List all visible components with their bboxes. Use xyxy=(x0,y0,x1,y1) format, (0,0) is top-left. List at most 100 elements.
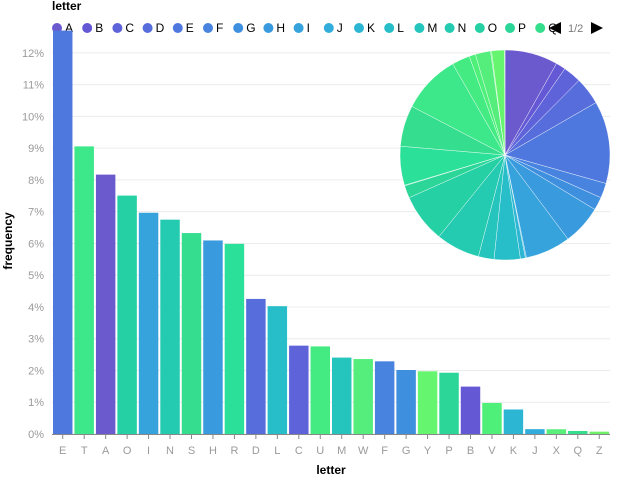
bars xyxy=(53,30,609,435)
bar-j[interactable] xyxy=(525,429,545,434)
y-tick-label: 5% xyxy=(28,270,44,282)
y-tick-label: 12% xyxy=(22,48,44,60)
x-tick-label: V xyxy=(488,445,496,457)
legend-swatch xyxy=(505,23,515,33)
x-tick-label: Z xyxy=(596,445,603,457)
legend-label: L xyxy=(397,21,404,35)
bar-r[interactable] xyxy=(224,243,245,434)
bar-z[interactable] xyxy=(589,431,609,434)
legend-label: A xyxy=(65,21,73,35)
y-tick-label: 4% xyxy=(28,302,44,314)
bar-i[interactable] xyxy=(138,212,159,434)
legend-page-indicator: 1/2 xyxy=(568,23,583,35)
legend-item-b[interactable]: B xyxy=(82,21,103,35)
bar-h[interactable] xyxy=(203,240,223,434)
legend-item-j[interactable]: J xyxy=(323,21,343,35)
legend-item-c[interactable]: C xyxy=(112,21,134,35)
legend-swatch xyxy=(142,23,153,33)
y-tick-label: 9% xyxy=(28,143,44,155)
x-tick-label: S xyxy=(188,445,195,457)
bar-a[interactable] xyxy=(95,174,116,434)
bar-f[interactable] xyxy=(374,361,395,434)
legend-item-n[interactable]: N xyxy=(444,21,467,35)
bar-v[interactable] xyxy=(482,402,502,434)
x-tick-label: Q xyxy=(574,445,583,457)
x-tick-label: I xyxy=(147,445,150,457)
bar-c[interactable] xyxy=(289,345,309,434)
bar-e[interactable] xyxy=(53,30,73,435)
legend-label: O xyxy=(488,21,497,35)
legend-swatch xyxy=(172,23,183,33)
triangle-left-icon[interactable] xyxy=(549,22,561,34)
legend-item-k[interactable]: K xyxy=(354,21,375,35)
legend-swatch xyxy=(414,23,425,33)
x-tick-label: K xyxy=(510,445,518,457)
legend-swatch xyxy=(444,23,455,33)
bar-p[interactable] xyxy=(439,372,459,434)
legend-label: J xyxy=(337,21,343,35)
legend-item-g[interactable]: G xyxy=(233,21,256,35)
legend-label: I xyxy=(307,21,310,35)
legend-swatch xyxy=(354,23,364,33)
legend-item-d[interactable]: D xyxy=(142,21,165,35)
legend-item-l[interactable]: L xyxy=(384,21,404,35)
legend-item-h[interactable]: H xyxy=(263,21,285,35)
legend-item-m[interactable]: M xyxy=(414,21,437,35)
bar-g[interactable] xyxy=(396,370,416,434)
legend-swatch xyxy=(263,23,274,33)
x-tick-label: R xyxy=(230,445,238,457)
legend-swatch xyxy=(474,23,485,33)
x-tick-label: B xyxy=(467,445,474,457)
y-tick-label: 0% xyxy=(28,429,44,441)
legend-item-f[interactable]: F xyxy=(203,21,223,35)
y-tick-label: 6% xyxy=(28,238,44,250)
bar-x[interactable] xyxy=(546,429,567,434)
x-tick-label: P xyxy=(445,445,452,457)
bar-m[interactable] xyxy=(332,357,352,434)
bar-d[interactable] xyxy=(246,298,266,434)
legend-swatch xyxy=(233,23,244,33)
legend: letter ABCDEFGHIJKLMNOPQ 1/2 xyxy=(52,0,603,35)
x-tick-label: L xyxy=(274,445,280,457)
x-axis-title: letter xyxy=(316,463,346,477)
x-tick-label: E xyxy=(59,445,66,457)
x-tick-label: F xyxy=(381,445,388,457)
x-tick-label: Y xyxy=(424,445,432,457)
bar-t[interactable] xyxy=(74,146,94,434)
pie-slice-e[interactable] xyxy=(504,102,611,184)
legend-item-p[interactable]: P xyxy=(505,21,526,35)
triangle-right-icon[interactable] xyxy=(591,22,603,34)
legend-title: letter xyxy=(52,0,82,13)
legend-label: M xyxy=(427,21,437,35)
y-tick-label: 3% xyxy=(28,334,44,346)
legend-swatch xyxy=(52,23,62,33)
bar-q[interactable] xyxy=(568,430,588,434)
legend-item-o[interactable]: O xyxy=(474,21,497,35)
bar-l[interactable] xyxy=(267,306,288,434)
bar-s[interactable] xyxy=(181,233,202,434)
x-tick-label: A xyxy=(102,445,110,457)
bar-k[interactable] xyxy=(503,409,524,434)
bar-b[interactable] xyxy=(460,386,481,434)
legend-item-e[interactable]: E xyxy=(172,21,194,35)
y-tick-label: 2% xyxy=(28,365,44,377)
bar-o[interactable] xyxy=(117,195,137,434)
bar-w[interactable] xyxy=(353,359,373,434)
bar-u[interactable] xyxy=(310,346,330,434)
legend-swatch xyxy=(384,23,395,33)
legend-swatch xyxy=(535,23,546,33)
legend-label: C xyxy=(125,21,134,35)
pie-chart xyxy=(399,49,611,261)
bar-y[interactable] xyxy=(417,371,438,434)
y-tick-label: 8% xyxy=(28,175,44,187)
bar-n[interactable] xyxy=(160,219,180,434)
y-tick-label: 10% xyxy=(22,111,44,123)
legend-label: B xyxy=(95,21,103,35)
x-tick-label: M xyxy=(337,445,346,457)
legend-item-i[interactable]: I xyxy=(293,21,310,35)
y-tick-label: 7% xyxy=(28,207,44,219)
legend-label: H xyxy=(276,21,285,35)
x-tick-label: T xyxy=(81,445,88,457)
legend-item-a[interactable]: A xyxy=(52,21,73,35)
